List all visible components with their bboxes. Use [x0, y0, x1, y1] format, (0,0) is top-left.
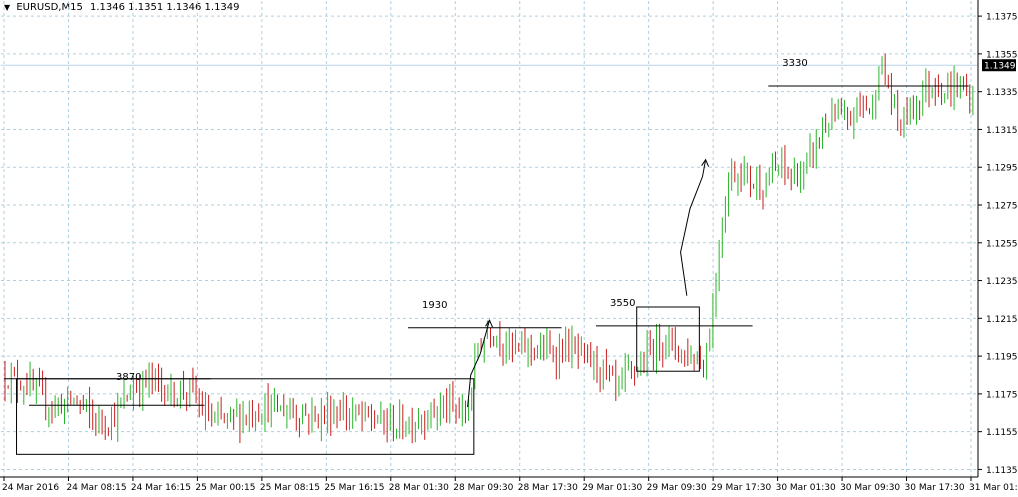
x-tick-label: 25 Mar 16:15: [324, 483, 384, 493]
x-tick-label: 29 Mar 17:30: [711, 483, 771, 493]
x-tick-label: 29 Mar 01:30: [582, 483, 642, 493]
arrow-path: [467, 320, 490, 408]
x-tick-label: 31 Mar 01:45: [969, 483, 1018, 493]
y-tick-label: 1.1275: [986, 202, 1018, 212]
y-tick-label: 1.1195: [986, 353, 1018, 363]
y-tick-label: 1.1175: [986, 390, 1018, 400]
y-tick-label: 1.1135: [986, 466, 1018, 476]
y-tick-label: 1.1255: [986, 239, 1018, 249]
x-tick-label: 30 Mar 17:30: [905, 483, 965, 493]
x-tick-label: 28 Mar 09:30: [453, 483, 513, 493]
y-tick-label: 1.1355: [986, 50, 1018, 60]
level-label: 3330: [782, 58, 807, 69]
y-tick-label: 1.1215: [986, 315, 1018, 325]
chart-header: ▼ EURUSD,M15 1.1346 1.1351 1.1346 1.1349: [4, 2, 240, 13]
chart-grid: [1, 1, 978, 477]
x-tick-label: 30 Mar 01:30: [776, 483, 836, 493]
x-tick-label: 25 Mar 00:15: [195, 483, 255, 493]
candles: [4, 53, 974, 444]
range-box: [16, 378, 475, 455]
level-label: 3870: [116, 372, 141, 383]
current-price-label: 1.1349: [984, 62, 1016, 72]
range-box: [636, 306, 700, 372]
x-tick-label: 24 Mar 08:15: [66, 483, 126, 493]
y-tick-label: 1.1155: [986, 428, 1018, 438]
x-tick-label: 28 Mar 17:30: [518, 483, 578, 493]
symbol-label: EURUSD,M15: [16, 2, 83, 13]
x-tick-label: 24 Mar 2016: [2, 483, 59, 493]
x-tick-label: 24 Mar 16:15: [131, 483, 191, 493]
dropdown-triangle-icon[interactable]: ▼: [4, 3, 11, 12]
level-label: 3550: [610, 298, 635, 309]
x-tick-label: 28 Mar 01:30: [389, 483, 449, 493]
y-tick-label: 1.1295: [986, 164, 1018, 174]
x-tick-label: 29 Mar 09:30: [647, 483, 707, 493]
y-tick-label: 1.1315: [986, 126, 1018, 136]
arrow-head: [485, 319, 493, 328]
y-tick-label: 1.1375: [986, 13, 1018, 23]
x-tick-label: 25 Mar 08:15: [260, 483, 320, 493]
arrow-head: [701, 158, 710, 167]
annotations: 3870 1930 3550 3330: [4, 58, 969, 455]
y-tick-label: 1.1235: [986, 277, 1018, 287]
current-price-tag: [982, 59, 1016, 72]
y-tick-label: 1.1335: [986, 88, 1018, 98]
arrow-path: [680, 159, 707, 296]
level-label: 1930: [422, 300, 447, 311]
x-tick-label: 30 Mar 09:30: [840, 483, 900, 493]
ohlc-readout: 1.1346 1.1351 1.1346 1.1349: [90, 2, 240, 13]
